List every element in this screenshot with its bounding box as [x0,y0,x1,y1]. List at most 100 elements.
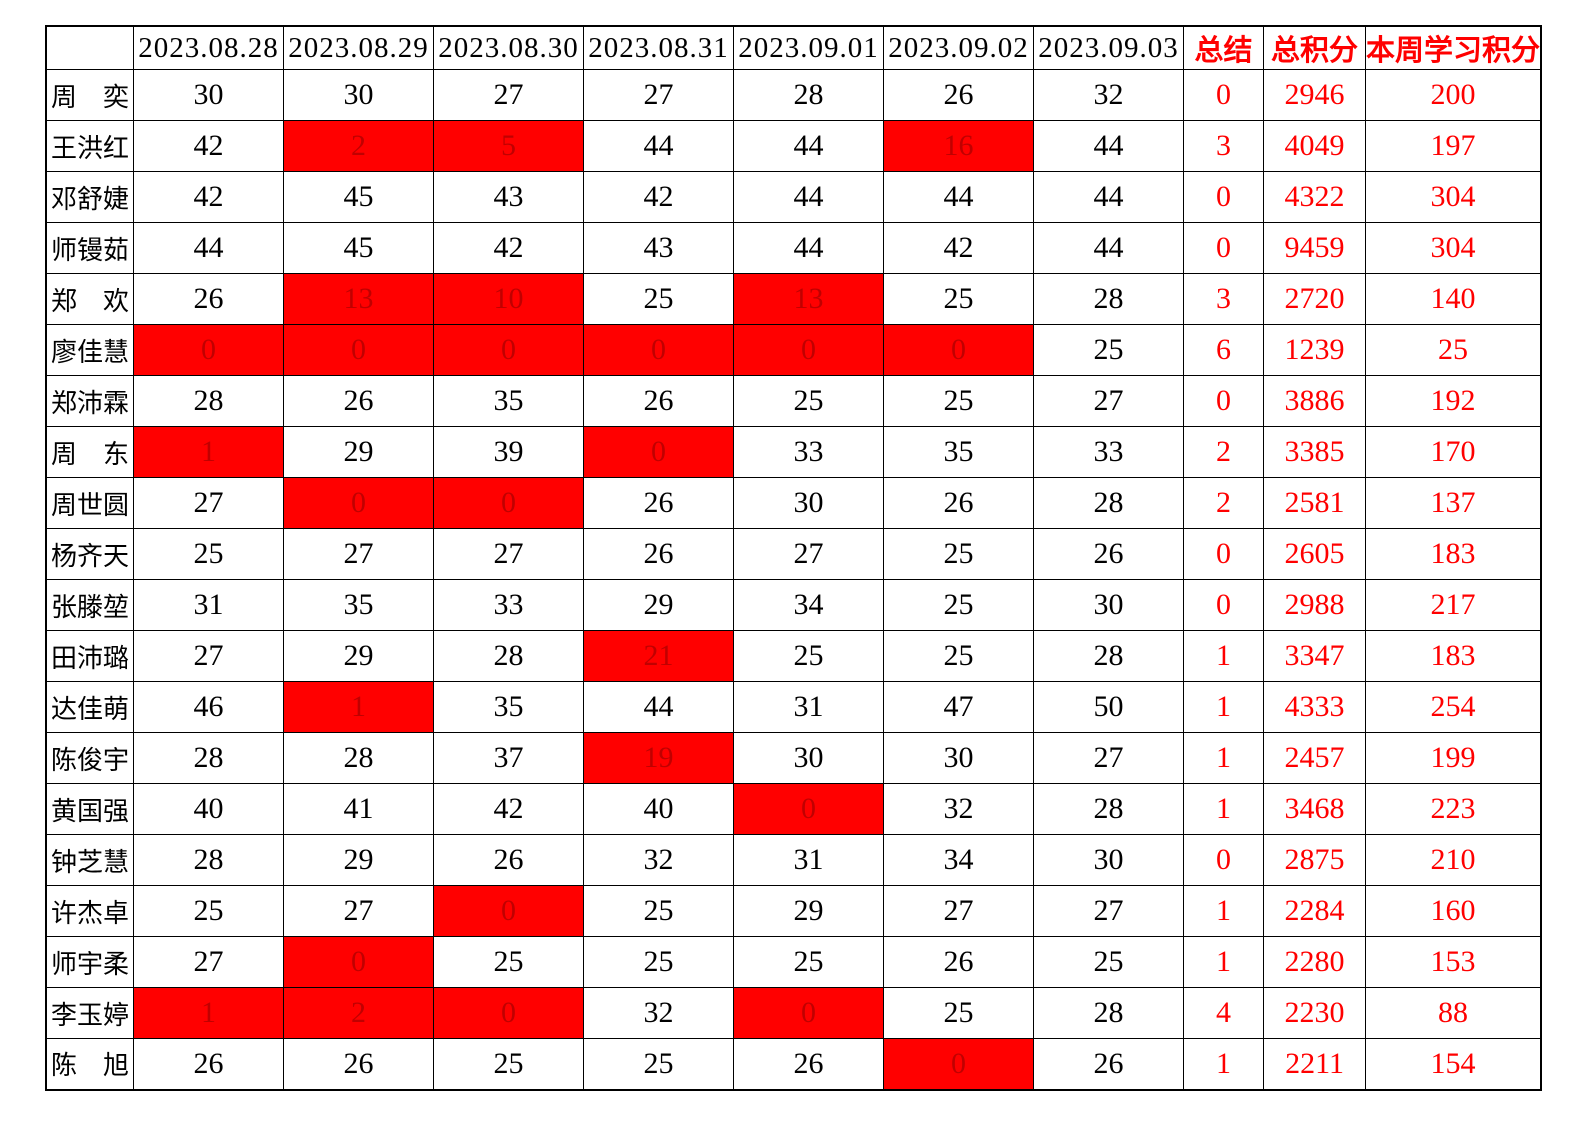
week-points-cell: 210 [1365,834,1542,886]
header-row: 2023.08.28 2023.08.29 2023.08.30 2023.08.31… [45,25,1542,70]
daily-score-cell-highlighted: 0 [133,324,285,376]
summary-header: 总结 [1183,25,1265,70]
daily-score-cell: 27 [283,885,435,937]
student-name: 周东 [45,426,135,478]
daily-score-cell: 37 [433,732,585,784]
week-points-cell: 304 [1365,222,1542,274]
daily-score-cell: 44 [883,171,1035,223]
daily-score-cell-highlighted: 13 [733,273,885,325]
student-name: 李玉婷 [45,987,135,1039]
daily-score-cell-highlighted: 0 [283,477,435,529]
student-row: 李玉婷 1 2 0 32 0 25 28 4 2230 88 [45,987,1542,1039]
daily-score-cell: 29 [733,885,885,937]
daily-score-cell: 26 [883,936,1035,988]
student-row: 达佳萌 46 1 35 44 31 47 50 1 4333 254 [45,681,1542,733]
student-name: 田沛璐 [45,630,135,682]
daily-score-cell: 25 [883,273,1035,325]
daily-score-cell: 26 [883,477,1035,529]
week-points-cell: 88 [1365,987,1542,1039]
daily-score-cell-highlighted: 16 [883,120,1035,172]
student-row: 许杰卓 25 27 0 25 29 27 27 1 2284 160 [45,885,1542,937]
total-points-cell: 4322 [1263,171,1367,223]
date-header: 2023.09.01 [733,25,885,70]
daily-score-cell-highlighted: 13 [283,273,435,325]
daily-score-cell: 31 [133,579,285,631]
daily-score-cell: 32 [583,987,735,1039]
summary-cell: 3 [1183,273,1265,325]
summary-cell: 0 [1183,222,1265,274]
daily-score-cell: 40 [133,783,285,835]
summary-cell: 0 [1183,528,1265,580]
date-header: 2023.08.28 [133,25,285,70]
summary-cell: 1 [1183,630,1265,682]
daily-score-cell: 44 [733,171,885,223]
student-row: 张滕堃 31 35 33 29 34 25 30 0 2988 217 [45,579,1542,631]
daily-score-cell-highlighted: 0 [433,987,585,1039]
student-row: 邓舒婕 42 45 43 42 44 44 44 0 4322 304 [45,171,1542,223]
daily-score-cell: 44 [133,222,285,274]
student-name: 陈俊宇 [45,732,135,784]
daily-score-cell: 26 [133,273,285,325]
daily-score-cell: 28 [433,630,585,682]
daily-score-cell: 26 [583,477,735,529]
student-row: 杨齐天 25 27 27 26 27 25 26 0 2605 183 [45,528,1542,580]
total-points-cell: 2875 [1263,834,1367,886]
week-header: 本周学习积分 [1365,25,1542,70]
student-name: 周世圆 [45,477,135,529]
daily-score-cell: 30 [1033,834,1185,886]
daily-score-cell: 33 [433,579,585,631]
student-row: 周世圆 27 0 0 26 30 26 28 2 2581 137 [45,477,1542,529]
daily-score-cell: 26 [883,69,1035,121]
daily-score-cell: 28 [133,732,285,784]
summary-cell: 4 [1183,987,1265,1039]
daily-score-cell: 29 [283,426,435,478]
daily-score-cell-highlighted: 0 [583,324,735,376]
week-points-cell: 304 [1365,171,1542,223]
total-points-cell: 3468 [1263,783,1367,835]
summary-cell: 1 [1183,681,1265,733]
daily-score-cell: 27 [1033,885,1185,937]
daily-score-cell: 25 [133,528,285,580]
week-points-cell: 192 [1365,375,1542,427]
week-points-cell: 217 [1365,579,1542,631]
daily-score-cell: 27 [733,528,885,580]
corner-cell [45,25,135,70]
student-name: 许杰卓 [45,885,135,937]
daily-score-cell-highlighted: 0 [883,1038,1035,1090]
week-points-cell: 183 [1365,528,1542,580]
student-name: 黄国强 [45,783,135,835]
daily-score-cell: 25 [883,528,1035,580]
daily-score-cell: 43 [433,171,585,223]
total-points-cell: 2280 [1263,936,1367,988]
student-name: 陈旭 [45,1038,135,1090]
summary-cell: 1 [1183,732,1265,784]
daily-score-cell: 25 [1033,324,1185,376]
daily-score-cell: 26 [283,375,435,427]
daily-score-cell-highlighted: 1 [283,681,435,733]
daily-score-cell-highlighted: 0 [283,936,435,988]
daily-score-cell: 30 [1033,579,1185,631]
student-row: 周东 1 29 39 0 33 35 33 2 3385 170 [45,426,1542,478]
daily-score-cell: 43 [583,222,735,274]
student-row: 陈俊宇 28 28 37 19 30 30 27 1 2457 199 [45,732,1542,784]
student-name: 郑沛霖 [45,375,135,427]
summary-cell: 1 [1183,783,1265,835]
student-row: 周奕 30 30 27 27 28 26 32 0 2946 200 [45,69,1542,121]
daily-score-cell: 32 [1033,69,1185,121]
daily-score-cell: 42 [433,222,585,274]
summary-cell: 6 [1183,324,1265,376]
daily-score-cell: 30 [883,732,1035,784]
daily-score-cell: 25 [433,1038,585,1090]
student-name: 廖佳慧 [45,324,135,376]
daily-score-cell: 26 [583,528,735,580]
daily-score-cell: 42 [583,171,735,223]
daily-score-cell: 27 [583,69,735,121]
daily-score-cell: 35 [433,681,585,733]
daily-score-cell: 30 [133,69,285,121]
daily-score-cell: 25 [133,885,285,937]
week-points-cell: 223 [1365,783,1542,835]
daily-score-cell: 35 [883,426,1035,478]
daily-score-cell-highlighted: 2 [283,987,435,1039]
student-name: 师镘茹 [45,222,135,274]
daily-score-cell: 26 [433,834,585,886]
